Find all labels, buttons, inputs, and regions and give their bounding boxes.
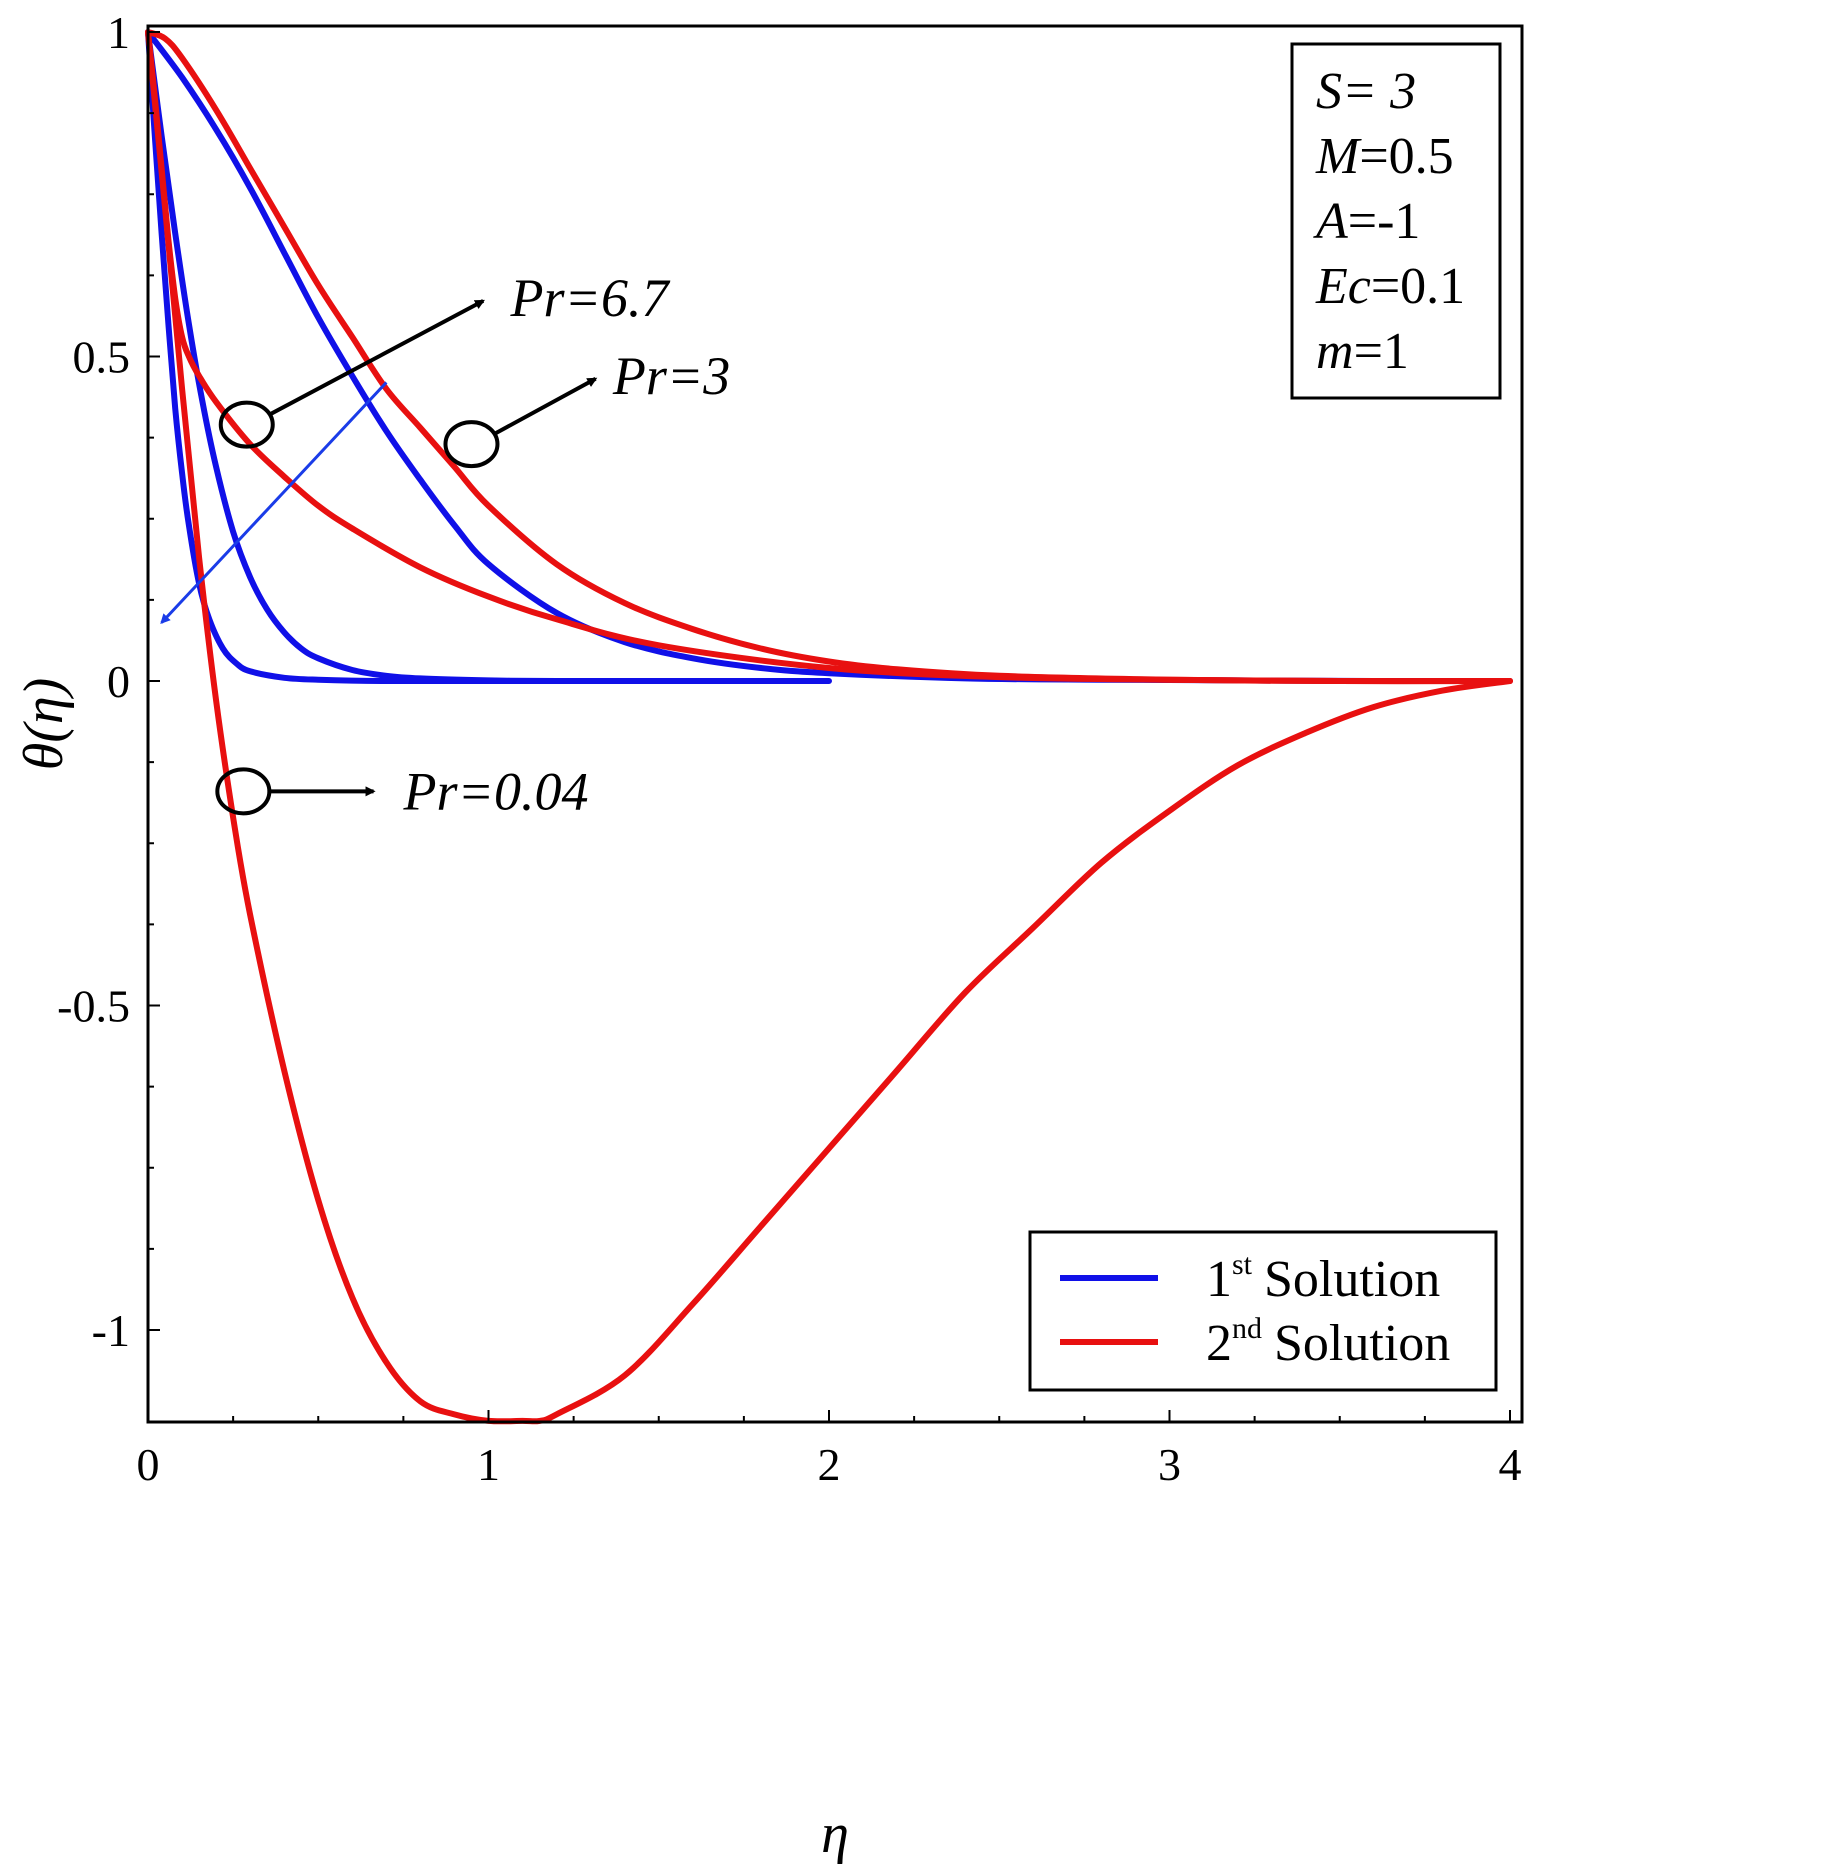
annotation-circle-pr-6-7 — [218, 400, 275, 449]
parameter-a: A=-1 — [1313, 193, 1420, 250]
parameters-list: S= 3M=0.5A=-1Ec=0.1m=1 — [1313, 63, 1465, 380]
y-tick-label: 0.5 — [73, 332, 131, 383]
legend-label-text: Solution — [1274, 1315, 1450, 1372]
parameter-value: =0.1 — [1371, 258, 1465, 315]
parameter-symbol: Ec — [1315, 258, 1371, 315]
x-tick-label: 2 — [818, 1439, 841, 1490]
plot-area-frame — [146, 24, 1524, 1424]
legend-frame — [1028, 1230, 1498, 1392]
parameter-m: m=1 — [1316, 323, 1409, 380]
legend-ordinal-suffix: st — [1232, 1248, 1253, 1281]
ticks-layer: 0 1 2 3 4 1 0.5 0 -0.5 -1 — [57, 7, 1521, 1490]
series-line-2nd-solution-pr-3 — [145, 29, 1513, 685]
annotation-arrow-pr-3 — [493, 377, 598, 436]
annotation-label-pr-3: Pr=3 — [612, 346, 730, 406]
legend-ordinal-number: 1 — [1206, 1251, 1232, 1308]
annotation-circle-pr-3 — [443, 420, 500, 469]
y-tick-label: 1 — [107, 7, 130, 58]
parameter-value: = 3 — [1342, 63, 1416, 120]
parameter-value: =-1 — [1348, 193, 1421, 250]
y-tick-label: -1 — [92, 1305, 130, 1356]
series-line-1st-solution-pr-6-7 — [145, 29, 662, 685]
x-tick-label: 3 — [1158, 1439, 1181, 1490]
parameters-box-frame — [1290, 42, 1502, 400]
annotation-label-pr-0-04: Pr=0.04 — [403, 761, 589, 821]
legend-label-2nd: 2nd Solution — [1206, 1312, 1450, 1372]
legend-label-1st: 1st Solution — [1206, 1248, 1440, 1308]
x-tick-label: 4 — [1499, 1439, 1522, 1490]
legend-label-text: Solution — [1264, 1251, 1440, 1308]
parameter-ec: Ec=0.1 — [1315, 258, 1465, 315]
parameter-s: S= 3 — [1316, 63, 1416, 120]
parameter-value: =1 — [1354, 323, 1409, 380]
parameters-box: S= 3M=0.5A=-1Ec=0.1m=1 — [1290, 42, 1502, 400]
parameter-symbol: M — [1315, 128, 1362, 185]
y-tick-label: 0 — [107, 656, 130, 707]
parameter-symbol: A — [1313, 193, 1348, 250]
parameter-symbol: m — [1316, 323, 1354, 380]
x-tick-label: 0 — [137, 1439, 160, 1490]
x-axis-title: η — [821, 1803, 849, 1865]
parameter-m: M=0.5 — [1315, 128, 1454, 185]
series-line-1st-solution-pr-3 — [145, 29, 832, 685]
increasing-pr-trend-arrow — [160, 381, 388, 625]
annotation-label-pr-6-7: Pr=6.7 — [510, 268, 671, 328]
legend-ordinal-suffix: nd — [1232, 1312, 1262, 1345]
annotation-arrow-pr-6-7 — [268, 299, 485, 417]
x-tick-label: 1 — [477, 1439, 500, 1490]
parameter-symbol: S — [1316, 63, 1342, 120]
y-tick-label: -0.5 — [57, 981, 130, 1032]
annotation-layer: Pr=6.7 Pr=3 Pr=0.04 — [160, 268, 730, 821]
y-axis-title: θ(η) — [13, 678, 75, 771]
parameter-value: =0.5 — [1359, 128, 1453, 185]
legend-ordinal-number: 2 — [1206, 1315, 1232, 1372]
